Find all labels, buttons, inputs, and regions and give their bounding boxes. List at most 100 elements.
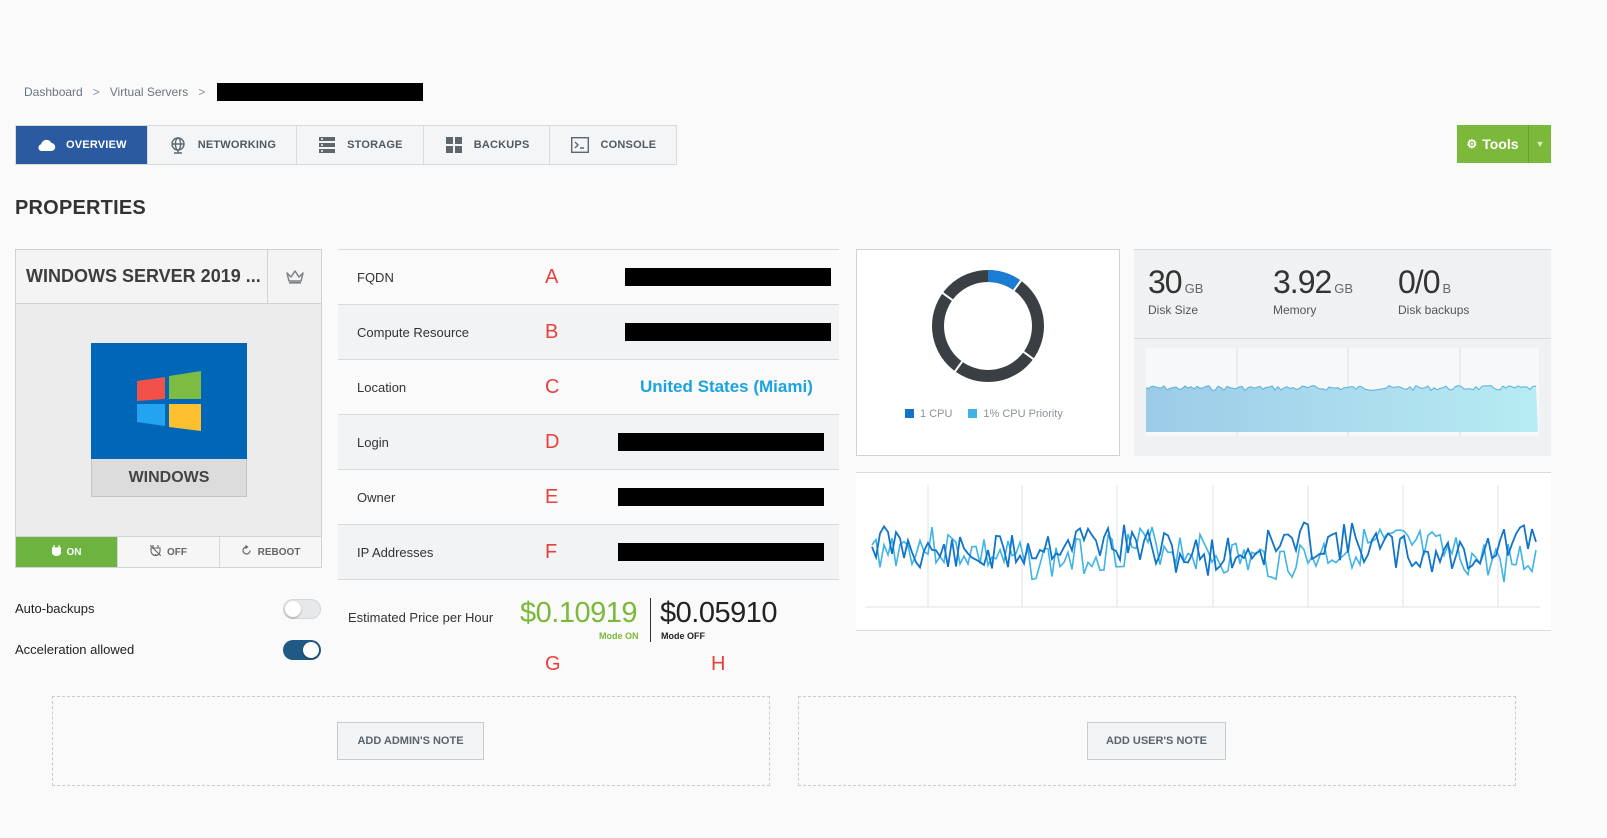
property-label: Location (357, 379, 407, 395)
power-off-button[interactable]: OFF (118, 537, 220, 567)
stat-label: Disk Size (1148, 303, 1199, 317)
price-mode-off-label: Mode OFF (661, 631, 705, 641)
redacted-value (618, 488, 824, 506)
acceleration-label: Acceleration allowed (15, 642, 135, 657)
property-label: FQDN (357, 269, 394, 285)
divider (1134, 338, 1551, 339)
reboot-icon (241, 545, 252, 559)
add-admin-note-button[interactable]: ADD ADMIN'S NOTE (337, 722, 484, 760)
cpu-widget: 1 CPU 1% CPU Priority (856, 249, 1120, 456)
legend-cpu-priority: 1% CPU Priority (968, 408, 1063, 420)
price-mode-on-label: Mode ON (599, 631, 639, 641)
tools-dropdown-caret[interactable]: ▼ (1528, 125, 1551, 163)
stat-unit: GB (1334, 281, 1354, 296)
plug-icon (50, 545, 62, 559)
memory-area (1146, 385, 1538, 432)
property-label: IP Addresses (357, 544, 434, 560)
tools-label: Tools (1482, 136, 1519, 152)
breadcrumb-separator: > (92, 85, 100, 99)
property-row-login: Login D (338, 414, 839, 469)
power-off-label: OFF (167, 546, 187, 558)
redacted-value (618, 543, 824, 561)
memory-area-chart (1145, 348, 1539, 436)
cpu-priority-arc (987, 270, 1021, 291)
tab-bar: OVERVIEW NETWORKING STORAGE BACKUPS CONS… (15, 125, 678, 165)
donut-segment-divider (953, 360, 964, 373)
legend-cpu: 1 CPU (905, 408, 952, 420)
stat-disk-size: 30 GB Disk Size (1148, 264, 1203, 317)
os-card-header: WINDOWS SERVER 2019 ... (16, 250, 321, 304)
donut-segment-divider (1022, 350, 1035, 361)
plug-off-icon (149, 544, 162, 559)
tab-storage[interactable]: STORAGE (297, 126, 424, 164)
tab-storage-label: STORAGE (347, 139, 403, 151)
tab-networking[interactable]: NETWORKING (148, 126, 298, 164)
os-label: WINDOWS (91, 459, 247, 497)
tab-backups[interactable]: BACKUPS (424, 126, 551, 164)
stat-value: 30 (1148, 264, 1183, 300)
storage-icon (317, 137, 337, 153)
power-on-label: ON (66, 546, 82, 558)
stat-value: 0/0 (1398, 264, 1440, 300)
tab-overview-label: OVERVIEW (66, 139, 127, 151)
cpu-legend: 1 CPU 1% CPU Priority (905, 408, 1063, 420)
cloud-icon (36, 137, 56, 153)
resource-stats: 30 GB Disk Size 3.92 GB Memory 0/0 B Disk b… (1134, 249, 1551, 456)
stat-label: Memory (1273, 303, 1317, 317)
os-card: WINDOWS SERVER 2019 ... WINDOWS ON (15, 249, 322, 568)
redacted-value (618, 433, 824, 451)
annotation-letter: A (545, 265, 559, 288)
power-on-button[interactable]: ON (16, 537, 118, 567)
property-row-owner: Owner E (338, 469, 839, 524)
property-row-location: Location C United States (Miami) (338, 359, 839, 414)
stat-unit: B (1442, 281, 1452, 296)
os-name: WINDOWS SERVER 2019 ... (26, 266, 261, 286)
tab-networking-label: NETWORKING (197, 139, 277, 151)
cpu-donut-chart (932, 270, 1044, 382)
annotation-letter: E (545, 485, 559, 508)
breadcrumb-dashboard[interactable]: Dashboard (24, 85, 83, 99)
tools-main[interactable]: ⚙ Tools (1457, 125, 1528, 163)
annotation-letter: C (545, 375, 560, 398)
property-label: Compute Resource (357, 324, 469, 340)
cpu-usage-line (871, 521, 1537, 576)
tab-backups-label: BACKUPS (473, 139, 530, 151)
power-controls: ON OFF REBOOT (16, 536, 321, 567)
property-label: Login (357, 434, 389, 450)
cpu-line-chart (856, 472, 1551, 631)
reboot-button[interactable]: REBOOT (220, 537, 321, 567)
breadcrumb: Dashboard > Virtual Servers > (24, 83, 424, 101)
os-image: WINDOWS (91, 343, 247, 497)
crown-icon[interactable] (267, 250, 321, 303)
price-label: Estimated Price per Hour (348, 610, 494, 625)
stat-label: Disk backups (1398, 303, 1470, 317)
breadcrumb-separator: > (198, 85, 206, 99)
page-title: PROPERTIES (15, 197, 146, 219)
acceleration-toggle[interactable] (283, 640, 321, 660)
add-user-note-button[interactable]: ADD USER'S NOTE (1087, 722, 1226, 760)
tools-button[interactable]: ⚙ Tools ▼ (1457, 125, 1551, 163)
auto-backups-label: Auto-backups (15, 601, 95, 616)
redacted-value (625, 323, 831, 341)
annotation-letter: F (545, 540, 558, 563)
donut-segment-divider (941, 291, 954, 302)
tab-console[interactable]: CONSOLE (550, 126, 676, 164)
user-note-area: ADD USER'S NOTE (798, 696, 1516, 786)
properties-table: FQDN A Compute Resource B Location C Uni… (338, 249, 839, 580)
price-mode-on-value: $0.10919 (520, 597, 637, 629)
auto-backups-toggle[interactable] (283, 599, 321, 619)
tab-overview[interactable]: OVERVIEW (16, 126, 148, 164)
price-mode-off-value: $0.05910 (660, 597, 777, 629)
cpu-donut-track (932, 270, 1044, 382)
admin-note-area: ADD ADMIN'S NOTE (52, 696, 770, 786)
annotation-letter: B (545, 320, 559, 343)
stat-value: 3.92 (1273, 264, 1332, 300)
reboot-label: REBOOT (257, 546, 301, 558)
cpu-priority-line (871, 526, 1537, 583)
annotation-letter: H (711, 653, 726, 675)
stat-unit: GB (1184, 281, 1204, 296)
price-divider (650, 598, 651, 642)
redacted-value (625, 268, 831, 286)
breadcrumb-virtual-servers[interactable]: Virtual Servers (109, 85, 189, 99)
location-link[interactable]: United States (Miami) (640, 377, 813, 396)
